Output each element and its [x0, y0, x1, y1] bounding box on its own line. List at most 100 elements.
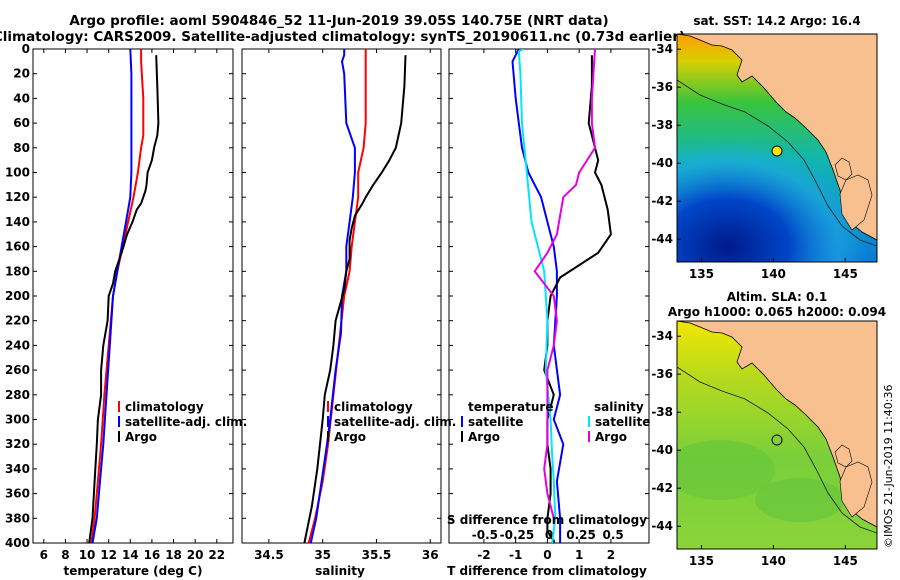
series-line-argo	[88, 55, 160, 543]
legend-temp-satellite-label: satellite	[468, 415, 523, 429]
depth-tick-label: 400	[5, 536, 30, 550]
legend-salinity-title: salinity	[594, 400, 644, 414]
legend-argo-label: Argo	[125, 430, 157, 444]
map-y-tick-label: -42	[651, 194, 673, 208]
x-tick-label: 34.5	[254, 548, 284, 562]
map-y-tick-label: -40	[651, 443, 673, 457]
map-x-tick-label: 135	[689, 554, 714, 568]
figure-title-line1: Argo profile: aoml 5904846_52 11-Jun-201…	[69, 13, 608, 29]
map-y-tick-label: -44	[651, 232, 673, 246]
depth-tick-label: 140	[5, 215, 30, 229]
salinity-axes: 34.5 35 35.5 36	[242, 48, 441, 562]
sla-map-title2: Argo h1000: 0.065 h2000: 0.094	[668, 305, 886, 319]
depth-tick-label: 300	[5, 413, 30, 427]
difference-top-xlabel: S difference from climatology	[447, 513, 647, 527]
depth-tick-label: 220	[5, 314, 30, 328]
depth-tick-label: 0	[22, 42, 30, 56]
map-y-tick-label: -34	[651, 329, 673, 343]
sla-argo-marker	[771, 434, 783, 446]
map-y-tick-label: -38	[651, 405, 673, 419]
depth-tick-label: 80	[13, 141, 30, 155]
depth-tick-label: 20	[13, 67, 30, 81]
legend-climatology-label: climatology	[125, 400, 204, 414]
x-tick-label: -1	[509, 548, 522, 562]
figure-title-line2: Climatology: CARS2009. Satellite-adjuste…	[0, 29, 685, 45]
depth-tick-label: 100	[5, 166, 30, 180]
depth-tick-label: 120	[5, 190, 30, 204]
legend-sal-satellite-label: satellite	[595, 415, 650, 429]
x-tick-label: 1	[575, 548, 583, 562]
x-tick-label: 36	[422, 548, 439, 562]
x-tick-label: 20	[187, 548, 204, 562]
map-x-tick-label: 140	[761, 554, 786, 568]
difference-panel	[448, 48, 650, 544]
map-y-tick-label: -38	[651, 118, 673, 132]
sst-argo-marker	[771, 145, 783, 157]
series-line-temperature-satellite	[511, 49, 565, 543]
top-x-tick-label: -0.25	[500, 528, 535, 542]
depth-tick-label: 260	[5, 363, 30, 377]
series-line-satellite-adj-clim-	[309, 49, 356, 543]
depth-axis: 0 20 40 60 80 100 120 140 160 180 200 220 240 260 280 3…	[5, 42, 30, 550]
depth-tick-label: 360	[5, 487, 30, 501]
series-line-salinity-argo	[533, 49, 596, 519]
series-line-argo	[303, 55, 407, 543]
salinity-xlabel: salinity	[315, 564, 365, 578]
x-tick-label: 16	[144, 548, 161, 562]
sla-map-axes: 135 140 145 -34 -36 -38 -40 -42 -44	[651, 329, 858, 568]
sst-shelf-contour	[677, 79, 877, 247]
map-x-tick-label: 145	[833, 267, 858, 281]
x-tick-label: 8	[61, 548, 69, 562]
temperature-panel	[32, 48, 234, 544]
depth-tick-label: 160	[5, 240, 30, 254]
depth-tick-label: 280	[5, 388, 30, 402]
x-tick-label: 6	[40, 548, 48, 562]
x-tick-label: 35.5	[362, 548, 392, 562]
legend-temp-argo-label: Argo	[468, 430, 500, 444]
depth-tick-label: 200	[5, 289, 30, 303]
sla-map	[677, 321, 877, 549]
map-y-tick-label: -34	[651, 42, 673, 56]
sst-map-axes: 135 140 145 -34 -36 -38 -40 -42 -44	[651, 42, 858, 281]
series-line-temperature-argo	[543, 55, 612, 543]
depth-tick-label: 240	[5, 338, 30, 352]
legend-sal-argo-label: Argo	[595, 430, 627, 444]
temperature-xlabel: temperature (deg C)	[64, 564, 203, 578]
sst-island	[834, 157, 853, 181]
temperature-axes: 6 8 10 12 14 16 18 20 22	[33, 48, 233, 562]
depth-tick-label: 380	[5, 511, 30, 525]
x-tick-label: 14	[122, 548, 139, 562]
depth-tick-label: 180	[5, 264, 30, 278]
x-tick-label: 0	[543, 548, 551, 562]
map-x-tick-label: 140	[761, 267, 786, 281]
x-tick-label: 18	[165, 548, 182, 562]
map-x-tick-label: 145	[833, 554, 858, 568]
x-tick-label: 12	[100, 548, 117, 562]
sla-island	[834, 444, 853, 468]
top-x-tick-label: -0.5	[472, 528, 498, 542]
sla-map-title1: Altim. SLA: 0.1	[727, 290, 828, 304]
depth-tick-label: 60	[13, 116, 30, 130]
sla-blob	[677, 440, 775, 500]
sst-map-frame	[676, 33, 878, 263]
temperature-series	[88, 49, 160, 543]
sst-map	[677, 34, 877, 262]
map-y-tick-label: -40	[651, 156, 673, 170]
sla-map-frame	[676, 320, 878, 550]
map-y-tick-label: -42	[651, 481, 673, 495]
depth-tick-label: 340	[5, 462, 30, 476]
sla-tasmania	[839, 461, 873, 518]
x-tick-label: 10	[79, 548, 96, 562]
map-y-tick-label: -36	[651, 367, 673, 381]
series-line-climatology	[90, 49, 145, 543]
legend-temperature-title: temperature	[468, 400, 553, 414]
credit: ©IMOS 21-Jun-2019 11:40:36	[882, 384, 895, 548]
depth-tick-label: 320	[5, 437, 30, 451]
map-y-tick-label: -36	[651, 80, 673, 94]
map-x-tick-label: 135	[689, 267, 714, 281]
legend-satellite-label: satellite-adj. clim.	[334, 415, 456, 429]
salinity-legend: climatology satellite-adj. clim. Argo	[327, 400, 456, 444]
series-line-climatology	[307, 49, 367, 543]
top-x-tick-label: 0.25	[566, 528, 596, 542]
